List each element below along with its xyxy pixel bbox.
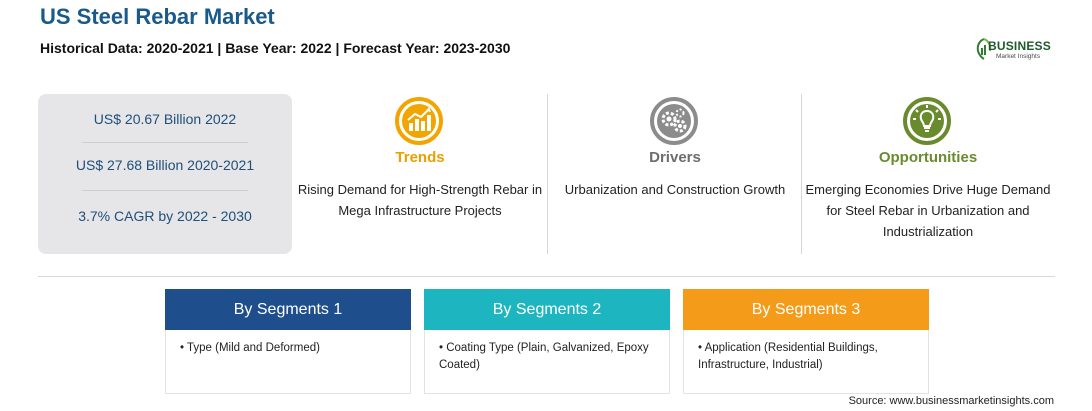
brand-logo[interactable]: BUSINESS Market Insights (974, 36, 1064, 64)
drivers-label: Drivers (649, 149, 701, 166)
source-note: Source: www.businessmarketinsights.com (848, 395, 1054, 407)
stat-divider (82, 190, 248, 191)
segment-2-title: By Segments 2 (424, 289, 670, 330)
gears-icon (650, 97, 698, 145)
segment-card-3: By Segments 3 • Application (Residential… (683, 289, 929, 394)
segment-2-item: • Coating Type (Plain, Galvanized, Epoxy… (439, 342, 649, 371)
logo-tagline: Market Insights (996, 53, 1041, 60)
stat-market-size-2022: US$ 20.67 Billion 2022 (93, 111, 237, 127)
growth-chart-icon (395, 97, 443, 145)
stat-divider (82, 142, 248, 143)
segment-3-item: • Application (Residential Buildings, In… (698, 342, 878, 371)
stat-market-size-historical: US$ 27.68 Billion 2020-2021 (75, 157, 255, 173)
segment-card-1: By Segments 1 • Type (Mild and Deformed) (165, 289, 411, 394)
segment-3-title: By Segments 3 (683, 289, 929, 330)
page-subtitle: Historical Data: 2020-2021 | Base Year: … (40, 40, 511, 56)
trends-description: Rising Demand for High-Strength Rebar in… (297, 182, 543, 218)
segment-1-title: By Segments 1 (165, 289, 411, 330)
section-divider (38, 276, 1055, 277)
segment-card-2: By Segments 2 • Coating Type (Plain, Gal… (424, 289, 670, 394)
logo-mark-icon (976, 38, 992, 60)
segment-1-item: • Type (Mild and Deformed) (180, 342, 320, 354)
column-divider (547, 94, 548, 254)
drivers-description: Urbanization and Construction Growth (564, 182, 786, 197)
column-divider (801, 94, 802, 254)
lightbulb-icon (903, 97, 951, 145)
logo-name: BUSINESS (988, 39, 1051, 53)
opportunities-description: Emerging Economies Drive Huge Demand for… (805, 182, 1051, 239)
page-title: US Steel Rebar Market (40, 4, 275, 29)
stats-panel: US$ 20.67 Billion 2022 US$ 27.68 Billion… (38, 94, 292, 254)
trends-label: Trends (395, 149, 445, 166)
opportunities-label: Opportunities (878, 149, 978, 166)
stat-cagr: 3.7% CAGR by 2022 - 2030 (78, 208, 252, 224)
